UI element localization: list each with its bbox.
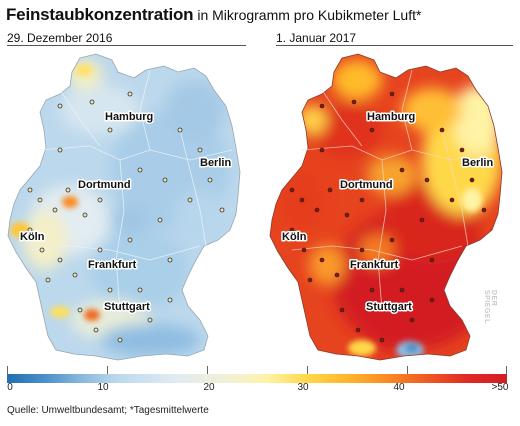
- field-blob: [175, 190, 225, 250]
- chart-title: Feinstaubkonzentration: [6, 5, 194, 24]
- cold-patch: [405, 343, 419, 353]
- field-blob: [90, 230, 190, 310]
- station-markers-right: [289, 91, 487, 343]
- legend-tick-label: 10: [97, 382, 109, 393]
- yellow-patch: [462, 188, 482, 212]
- city-label-koeln: Köln: [20, 231, 45, 243]
- city-label-berlin: Berlin: [462, 157, 493, 169]
- city-label-frankfurt: Frankfurt: [88, 259, 137, 271]
- hotspot: [10, 222, 30, 238]
- station-markers-left: [27, 91, 225, 343]
- legend-tick-label: 30: [297, 382, 309, 393]
- city-label-dortmund: Dortmund: [78, 179, 131, 191]
- field-blob: [165, 80, 225, 140]
- map-left: Hamburg Berlin Dortmund Köln Frankfurt S…: [7, 53, 241, 361]
- field-blob: [110, 205, 150, 235]
- field-blob: [60, 85, 140, 135]
- date-rule-left: [7, 45, 246, 46]
- date-left: 29. Dezember 2016: [7, 31, 113, 45]
- hotspot: [84, 309, 100, 321]
- field-blob: [312, 102, 382, 158]
- field-blob: [100, 324, 200, 356]
- date-rule-right: [276, 45, 513, 46]
- legend-tick: [506, 366, 507, 374]
- hotspot: [75, 64, 93, 76]
- legend-tick: [107, 366, 108, 374]
- field-blob: [402, 88, 462, 132]
- city-label-frankfurt: Frankfurt: [350, 259, 399, 271]
- legend-tick: [407, 366, 408, 374]
- hotspot: [50, 306, 70, 318]
- field-blob: [359, 234, 395, 266]
- hotspot: [62, 196, 78, 208]
- watermark: DER SPIEGEL: [483, 290, 497, 324]
- legend-tick-label: 20: [203, 382, 215, 393]
- field-blob: [297, 105, 327, 135]
- title-row: Feinstaubkonzentration in Mikrogramm pro …: [6, 5, 421, 25]
- city-label-hamburg: Hamburg: [367, 111, 415, 123]
- yellow-patch: [348, 340, 376, 356]
- source-note: Quelle: Umweltbundesamt; *Tagesmittelwer…: [7, 405, 209, 416]
- chart-subtitle: in Mikrogramm pro Kubikmeter Luft*: [197, 7, 422, 23]
- legend-tick-label: >50: [491, 382, 509, 393]
- legend-tick: [307, 366, 308, 374]
- city-label-koeln: Köln: [282, 231, 307, 243]
- legend-tick: [207, 366, 208, 374]
- date-right: 1. Januar 2017: [276, 31, 357, 45]
- field-blob: [332, 60, 382, 100]
- legend-color-bar: [7, 374, 507, 383]
- city-label-berlin: Berlin: [200, 157, 231, 169]
- legend-tick-label: 0: [7, 382, 13, 393]
- legend-tick: [7, 366, 8, 374]
- city-label-stuttgart: Stuttgart: [104, 301, 150, 313]
- field-blob: [452, 85, 502, 155]
- field-blob: [367, 155, 417, 195]
- legend-tick-label: 40: [393, 382, 405, 393]
- city-label-hamburg: Hamburg: [105, 111, 153, 123]
- field-blob: [23, 210, 67, 270]
- map-right: Hamburg Berlin Dortmund Köln Frankfurt S…: [269, 53, 503, 361]
- field-blob: [309, 245, 345, 285]
- city-label-stuttgart: Stuttgart: [366, 301, 412, 313]
- city-label-dortmund: Dortmund: [340, 179, 393, 191]
